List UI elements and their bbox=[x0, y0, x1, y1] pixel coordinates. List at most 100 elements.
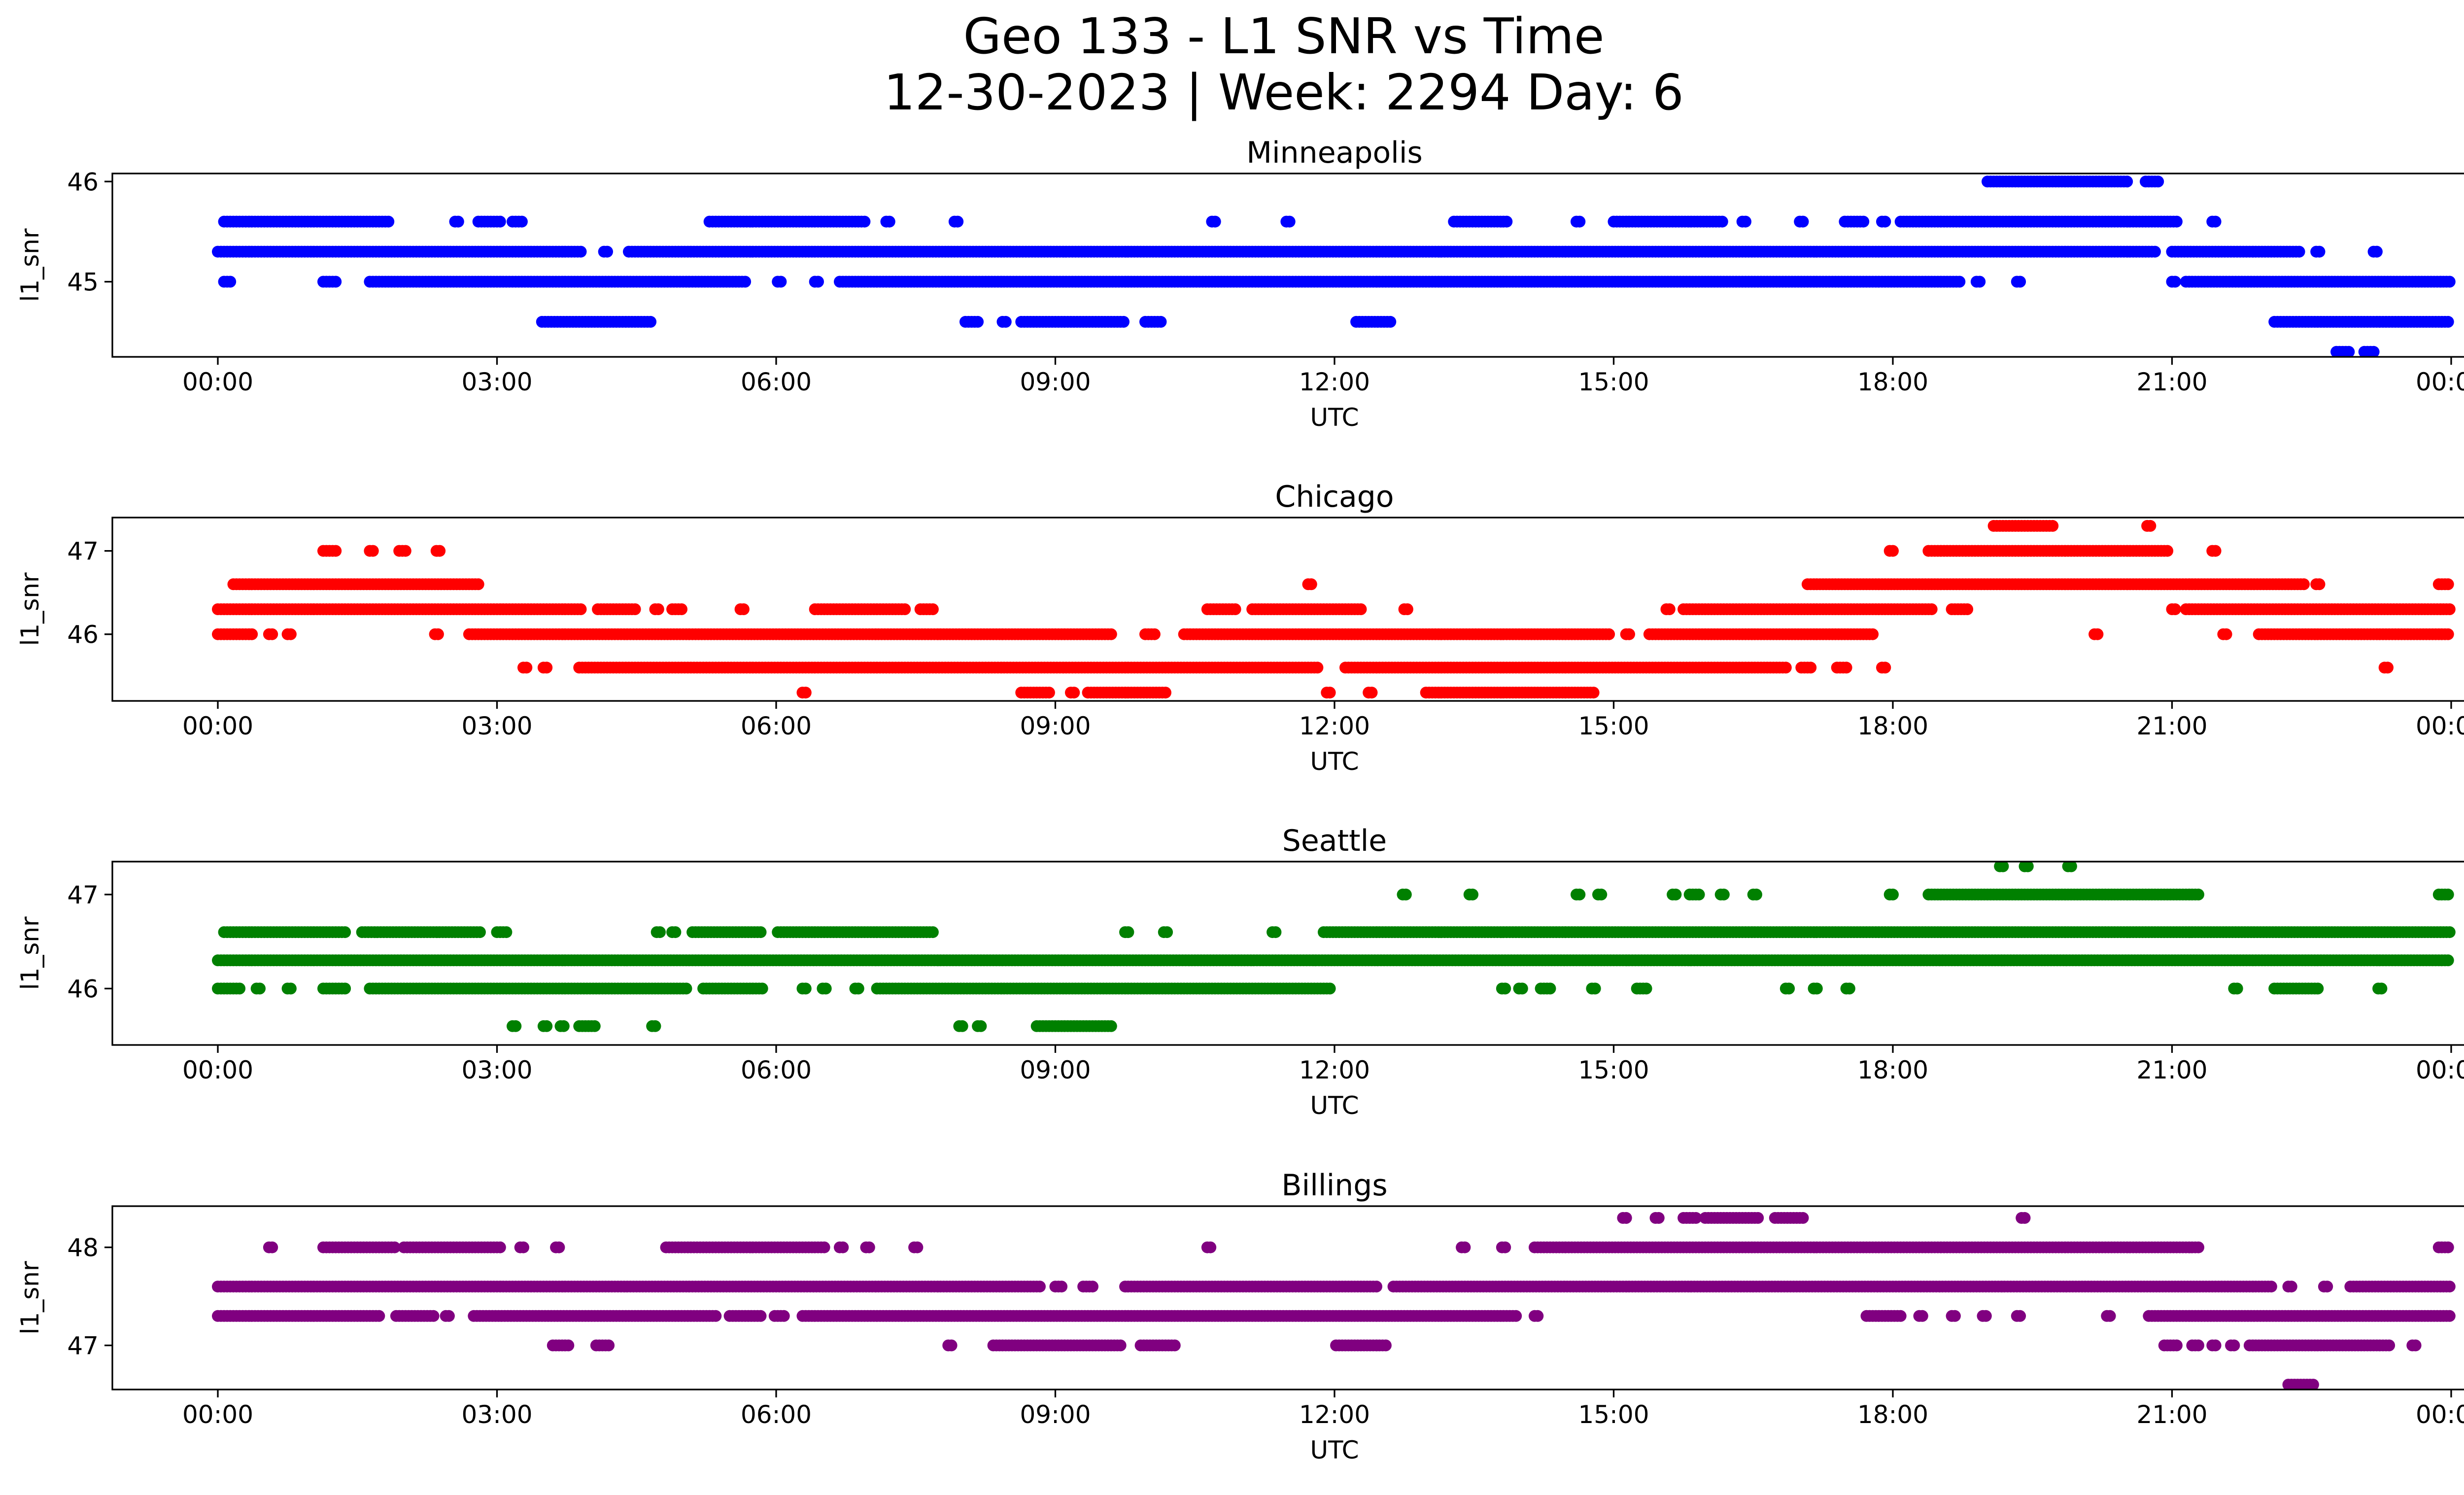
data-point bbox=[654, 926, 666, 939]
x-tick-label: 06:00 bbox=[741, 712, 812, 740]
data-point bbox=[399, 545, 411, 557]
data-point bbox=[799, 687, 812, 699]
x-tick-label: 21:00 bbox=[2136, 368, 2207, 396]
data-point bbox=[2149, 245, 2161, 258]
data-point bbox=[2169, 603, 2181, 615]
x-tick-label: 15:00 bbox=[1578, 368, 1649, 396]
data-point bbox=[1663, 603, 1676, 615]
data-point bbox=[494, 215, 506, 228]
data-point bbox=[339, 926, 351, 939]
data-point bbox=[224, 276, 237, 288]
data-point bbox=[1716, 215, 1728, 228]
data-point bbox=[2169, 276, 2181, 288]
data-point bbox=[452, 215, 464, 228]
chart-title-line-1: Geo 133 - L1 SNR vs Time bbox=[963, 7, 1605, 65]
data-point bbox=[2443, 603, 2456, 615]
data-point bbox=[1623, 628, 1635, 640]
data-point bbox=[1148, 628, 1161, 640]
data-point bbox=[246, 628, 258, 640]
data-point bbox=[737, 603, 750, 615]
data-point bbox=[645, 315, 657, 328]
data-point bbox=[775, 276, 787, 288]
data-point bbox=[575, 245, 587, 258]
x-tick-label: 03:00 bbox=[461, 712, 532, 740]
data-point bbox=[1068, 687, 1080, 699]
x-tick-label: 09:00 bbox=[1020, 712, 1091, 740]
data-point bbox=[1587, 687, 1600, 699]
points-minneapolis bbox=[212, 175, 2456, 357]
data-point bbox=[1229, 603, 1241, 615]
data-point bbox=[2442, 578, 2454, 591]
data-point bbox=[2014, 276, 2026, 288]
data-point bbox=[2209, 215, 2222, 228]
data-point bbox=[2161, 545, 2174, 557]
data-point bbox=[2152, 175, 2164, 188]
x-tick-label: 00:00 bbox=[2416, 368, 2464, 396]
chart-title-line-2: 12-30-2023 | Week: 2294 Day: 6 bbox=[884, 64, 1683, 121]
panel-minneapolis: 00:00 03:00 06:00 09:00 12:00 15:00 18:00 21:00… bbox=[16, 136, 2464, 432]
data-point bbox=[541, 661, 553, 674]
x-tick-label: 06:00 bbox=[741, 368, 812, 396]
x-tick-label: 09:00 bbox=[1020, 368, 1091, 396]
points-chicago bbox=[212, 520, 2456, 699]
points-seattle bbox=[212, 862, 2456, 1032]
data-point bbox=[284, 628, 297, 640]
data-point bbox=[1857, 215, 1870, 228]
data-point bbox=[432, 628, 444, 640]
data-point bbox=[1867, 628, 1879, 640]
data-point bbox=[1750, 888, 1762, 901]
data-point bbox=[234, 982, 246, 995]
data-point bbox=[1155, 315, 1167, 328]
data-point bbox=[1717, 888, 1730, 901]
x-tick-label: 21:00 bbox=[2136, 712, 2207, 740]
data-point bbox=[1574, 888, 1586, 901]
data-point bbox=[926, 926, 939, 939]
data-point bbox=[1401, 603, 1413, 615]
data-point bbox=[1603, 628, 1615, 640]
data-point bbox=[1740, 215, 1751, 228]
data-point bbox=[2293, 245, 2305, 258]
data-point bbox=[1887, 545, 1899, 557]
data-point bbox=[1118, 315, 1129, 328]
data-point bbox=[1311, 661, 1324, 674]
x-tick-label: 00:00 bbox=[2416, 712, 2464, 740]
x-tick-label: 12:00 bbox=[1299, 712, 1370, 740]
data-point bbox=[1324, 687, 1336, 699]
data-point bbox=[2442, 888, 2454, 901]
data-point bbox=[669, 926, 682, 939]
data-point bbox=[254, 982, 266, 995]
data-point bbox=[1670, 888, 1682, 901]
data-point bbox=[2442, 315, 2454, 328]
data-point bbox=[1043, 687, 1055, 699]
data-point bbox=[2091, 628, 2104, 640]
x-tick-label: 03:00 bbox=[461, 368, 532, 396]
data-point bbox=[520, 661, 533, 674]
data-point bbox=[1283, 215, 1296, 228]
data-point bbox=[883, 215, 895, 228]
data-point bbox=[1366, 687, 1378, 699]
panel-chicago: 00:00 03:00 06:00 09:00 12:00 15:00 18:00 21:00… bbox=[16, 480, 2464, 776]
data-point bbox=[1974, 276, 1986, 288]
data-point bbox=[434, 545, 446, 557]
x-tick-label: 15:00 bbox=[1578, 712, 1649, 740]
data-point bbox=[2144, 520, 2156, 532]
y-tick-label: 45 bbox=[67, 268, 99, 297]
data-point bbox=[2442, 954, 2454, 967]
data-point bbox=[1879, 661, 1891, 674]
data-point bbox=[1780, 661, 1792, 674]
data-point bbox=[367, 545, 379, 557]
data-point bbox=[812, 276, 824, 288]
x-tick-label: 18:00 bbox=[1857, 712, 1928, 740]
data-point bbox=[382, 215, 395, 228]
data-point bbox=[2442, 628, 2454, 640]
data-point bbox=[2209, 545, 2222, 557]
data-point bbox=[1161, 926, 1173, 939]
data-point bbox=[2313, 245, 2326, 258]
data-point bbox=[1797, 215, 1809, 228]
data-point bbox=[1122, 926, 1134, 939]
data-point bbox=[601, 245, 613, 258]
data-point bbox=[972, 315, 984, 328]
y-axis-label: l1_snr bbox=[16, 228, 44, 302]
x-tick-label: 00:00 bbox=[182, 368, 253, 396]
